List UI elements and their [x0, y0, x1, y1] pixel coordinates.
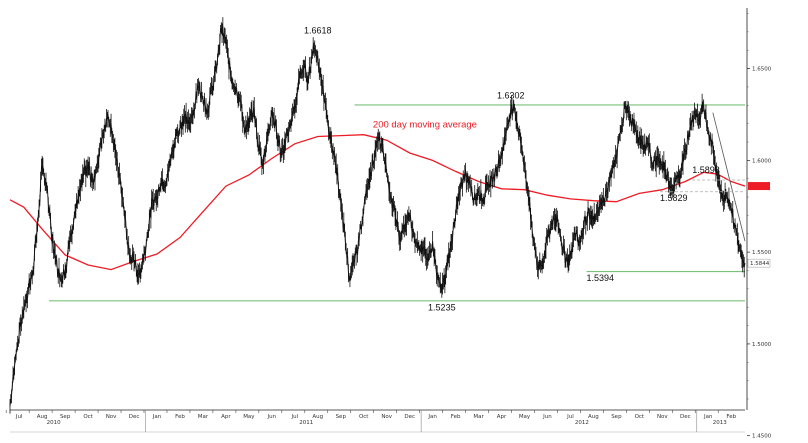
x-tick-label: Jul [15, 414, 23, 420]
trend-line [712, 112, 746, 242]
price-layer [9, 17, 746, 414]
year-label-1: 2011 [299, 420, 313, 426]
x-tick-label: Jul [566, 414, 574, 420]
x-tick-label: Jul [290, 414, 298, 420]
x-tick-label: Nov [657, 414, 668, 420]
x-tick-label: Feb [451, 414, 461, 420]
moving-average-layer: 200 day moving average [9, 119, 746, 271]
x-tick-label: Sep [60, 414, 71, 420]
annotation-2: 1.5235 [428, 302, 456, 312]
x-tick-label: Aug [312, 414, 323, 420]
year-label-2: 2012 [575, 420, 589, 426]
x-tick-label: Jun [267, 414, 277, 420]
x-tick-label: Aug [588, 414, 599, 420]
x-tick-label: Feb [726, 414, 736, 420]
x-tick-label: Oct [635, 414, 645, 420]
annotation-3: 1.5394 [587, 273, 615, 283]
annotation-4: 1.5829 [660, 193, 688, 203]
year-label-3: 2013 [713, 420, 727, 426]
x-tick-label: Nov [106, 414, 117, 420]
annotation-0: 1.6618 [304, 25, 332, 35]
x-tick-label: Jan [427, 414, 437, 420]
price-line [9, 26, 746, 407]
x-tick-label: Aug [37, 414, 48, 420]
x-tick-label: Dec [680, 414, 691, 420]
x-tick-label: Mar [198, 414, 209, 420]
current-price-box [747, 258, 771, 268]
ma-price-box [748, 182, 770, 191]
x-tick-label: Feb [175, 414, 185, 420]
x-tick-label: Sep [611, 414, 622, 420]
y-tick-label: 1.4500 [752, 434, 772, 440]
x-tick-label: Dec [129, 414, 140, 420]
y-tick-label: 1.6500 [752, 67, 772, 73]
trend-lines [660, 112, 746, 242]
y-tick-label: 1.5500 [752, 250, 772, 256]
support-lines [49, 104, 745, 302]
price-annotations: 1.6618 1.6302 1.5235 1.5394 1.5829 1.5893 [304, 25, 720, 312]
axes: 1.4500 1.5000 1.5500 1.6000 1.6500 1.5844 Jul A… [5, 8, 772, 440]
y-tick-label: 1.6000 [752, 158, 772, 164]
x-tick-label: Mar [473, 414, 484, 420]
moving-average-label: 200 day moving average [373, 119, 477, 130]
x-tick-label: Nov [381, 414, 392, 420]
year-label-0: 2010 [47, 420, 61, 426]
annotation-1: 1.6302 [497, 91, 525, 101]
x-tick-label: Sep [336, 414, 347, 420]
x-tick-label: May [519, 414, 531, 420]
x-tick-label: Jun [542, 414, 552, 420]
moving-average-line [9, 134, 746, 271]
x-tick-label: Oct [359, 414, 369, 420]
x-tick-label: May [243, 414, 255, 420]
x-tick-label: Apr [221, 414, 231, 420]
x-tick-label: Oct [83, 414, 93, 420]
annotation-5: 1.5893 [692, 165, 720, 175]
x-tick-label: Jan [703, 414, 713, 420]
x-tick-label: Dec [404, 414, 415, 420]
y-tick-label: 1.5000 [752, 342, 772, 348]
x-tick-label: Jan [152, 414, 162, 420]
current-price-label: 1.5844 [750, 261, 770, 267]
x-tick-label: Apr [497, 414, 507, 420]
